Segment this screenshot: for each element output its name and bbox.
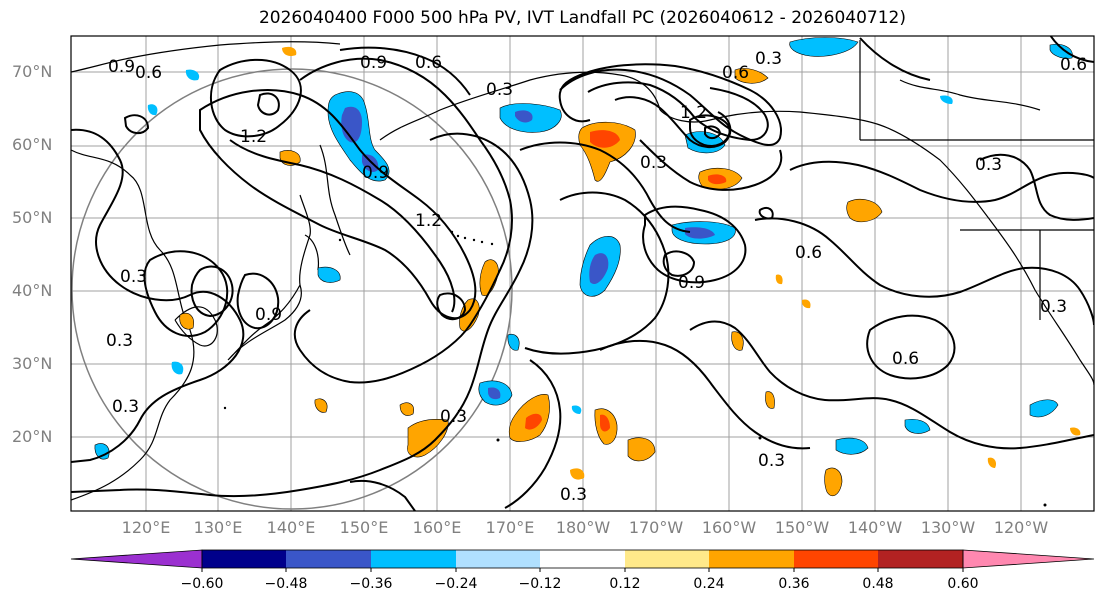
colorbar-border (201, 549, 964, 569)
lon-label: 170°E (485, 518, 535, 537)
lat-label-40n: 40°N (12, 281, 53, 300)
contour-label: 0.6 (1060, 55, 1087, 75)
contour-label: 0.9 (678, 273, 705, 293)
lon-label: 140°W (847, 518, 903, 537)
contour-label: 0.6 (415, 53, 442, 73)
contour-label: 1.2 (240, 127, 267, 147)
contour-label: 0.6 (795, 243, 822, 263)
coastlines (71, 40, 1094, 501)
contour-label: 0.3 (758, 451, 785, 471)
contour-label: 0.3 (560, 485, 587, 505)
contour-label: 0.9 (360, 53, 387, 73)
contour-label: 0.3 (755, 49, 782, 69)
pv-contours (71, 36, 1094, 511)
lat-label-70n: 70°N (12, 62, 53, 81)
colorbar-segment (202, 550, 286, 568)
contour-label: 0.6 (722, 63, 749, 83)
colorbar-tick: −0.24 (434, 576, 478, 592)
lon-label: 150°W (774, 518, 830, 537)
contour-label: 0.3 (486, 80, 513, 100)
contour-label: 1.2 (680, 103, 707, 123)
lat-label-60n: 60°N (12, 135, 53, 154)
lon-label: 140°E (266, 518, 316, 537)
reference-circle (71, 68, 513, 510)
lon-label: 130°E (193, 518, 243, 537)
lat-label-20n: 20°N (12, 427, 53, 446)
colorbar-segment (794, 550, 878, 568)
contour-label: 1.2 (415, 211, 442, 231)
ivt-patches (94, 37, 1081, 497)
colorbar-tick: −0.60 (180, 576, 224, 592)
contour-label: 0.3 (1040, 297, 1067, 317)
contour-label: 0.3 (640, 153, 667, 173)
lon-label: 170°W (628, 518, 684, 537)
colorbar-segment (371, 550, 456, 568)
colorbar (70, 549, 1095, 572)
map-frame (70, 35, 1095, 512)
lon-label: 160°E (412, 518, 462, 537)
lon-label: 120°E (121, 518, 171, 537)
contour-label: 0.6 (135, 63, 162, 83)
contour-label: 0.3 (106, 331, 133, 351)
contour-label: 0.9 (255, 305, 282, 325)
colorbar-segment (456, 550, 540, 568)
map-title: 2026040400 F000 500 hPa PV, IVT Landfall… (258, 8, 906, 28)
colorbar-tick: −0.36 (349, 576, 393, 592)
colorbar-tick: 0.60 (947, 576, 979, 592)
lat-label-50n: 50°N (12, 208, 53, 227)
contour-label: 0.9 (108, 57, 135, 77)
colorbar-extend-high (962, 549, 1095, 569)
colorbar-tick: −0.48 (264, 576, 308, 592)
colorbar-tick: 0.36 (778, 576, 810, 592)
lon-label: 130°W (920, 518, 976, 537)
contour-label: 0.3 (120, 267, 147, 287)
lon-label: 150°E (339, 518, 389, 537)
lon-label: 160°W (701, 518, 757, 537)
lon-label: 180°W (555, 518, 611, 537)
islands (223, 230, 1047, 507)
colorbar-segment (540, 550, 625, 568)
contour-label: 0.3 (440, 407, 467, 427)
colorbar-segment (709, 550, 794, 568)
contour-label: 0.9 (362, 163, 389, 183)
colorbar-extend-low (70, 549, 203, 569)
colorbar-tick: 0.48 (862, 576, 894, 592)
contour-label: 0.3 (112, 397, 139, 417)
colorbar-segment (286, 550, 371, 568)
colorbar-tick: −0.12 (518, 576, 562, 592)
colorbar-tick: 0.12 (609, 576, 641, 592)
contour-label: 0.6 (892, 349, 919, 369)
contour-label-group: 0.9 0.6 0.3 1.2 0.9 0.6 0.3 0.9 0.3 0.9 … (106, 49, 1087, 505)
lon-label: 120°W (993, 518, 1049, 537)
colorbar-tick: 0.24 (693, 576, 725, 592)
colorbar-segment (625, 550, 709, 568)
colorbar-segment (878, 550, 963, 568)
contour-label: 0.3 (975, 155, 1002, 175)
lat-label-30n: 30°N (12, 354, 53, 373)
